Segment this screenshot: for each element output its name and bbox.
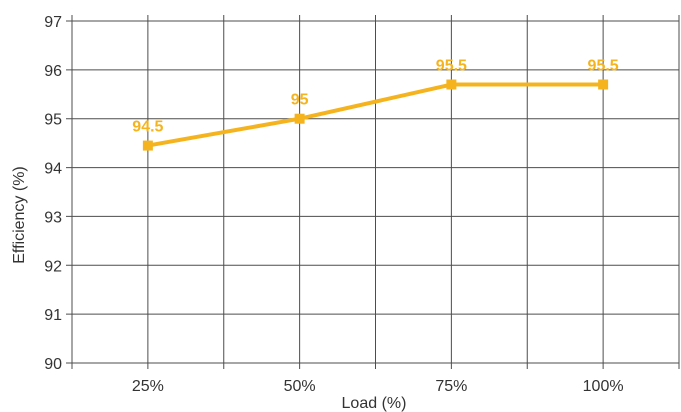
y-tick-label: 93 [44,209,62,226]
grid-lines [66,15,680,369]
x-tick-label: 75% [435,378,467,395]
x-tick-label: 50% [284,378,316,395]
y-tick-label: 96 [44,63,62,80]
y-tick-label: 95 [44,112,62,129]
y-tick-label: 94 [44,161,62,178]
series-group: 94.5 95 95.5 95.5 [132,58,619,151]
y-tick-labels: 90 91 92 93 94 95 96 97 [44,14,62,373]
series-line [147,82,604,148]
data-point-marker [446,79,457,90]
x-tick-labels: 25% 50% 75% 100% [132,378,624,395]
x-tick-label: 25% [132,378,164,395]
y-tick-label: 91 [44,307,62,324]
x-tick-label: 100% [583,378,624,395]
data-label: 95.5 [588,58,619,75]
data-label: 94.5 [132,119,163,136]
y-tick-label: 92 [44,258,62,275]
data-label: 95.5 [436,58,467,75]
data-label: 95 [291,92,309,109]
data-point-marker [142,140,153,151]
data-point-marker [598,79,609,90]
y-tick-label: 97 [44,14,62,31]
data-point-marker [294,113,305,124]
y-axis-label: Efficiency (%) [11,166,28,264]
x-axis-label: Load (%) [342,395,407,412]
y-tick-label: 90 [44,356,62,373]
